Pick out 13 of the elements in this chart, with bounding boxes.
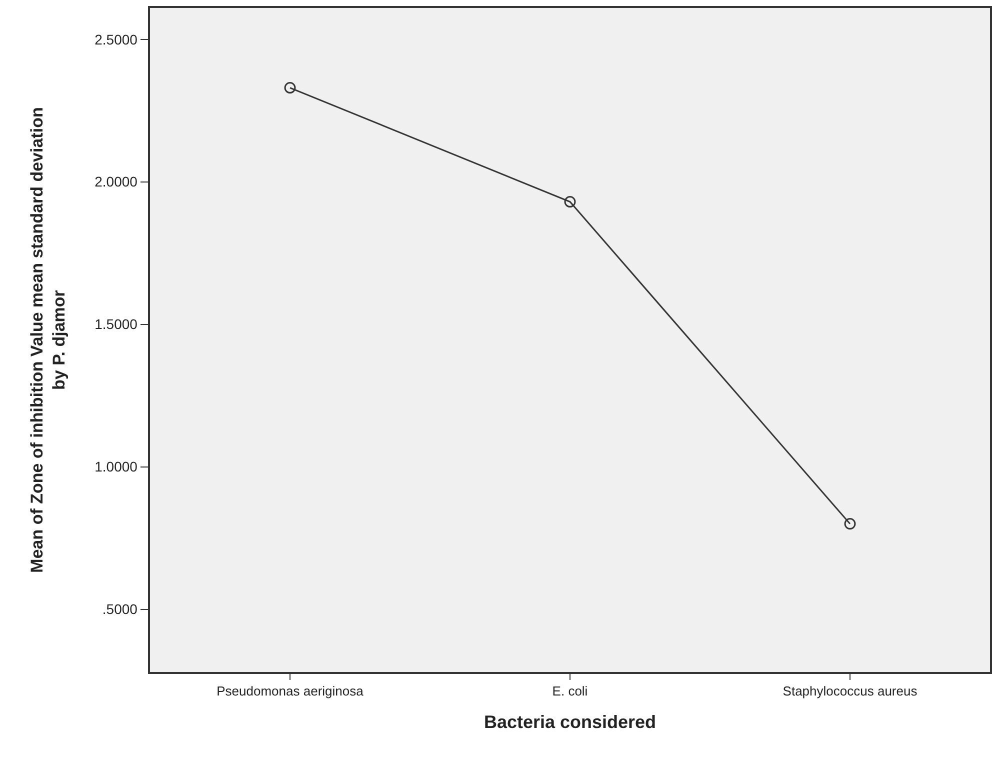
x-axis-title: Bacteria considered xyxy=(484,712,656,732)
y-tick-label: 1.0000 xyxy=(94,458,138,475)
point xyxy=(284,82,296,94)
y-axis-title: Mean of Zone of inhibition Value mean standard deviation by P. djamor xyxy=(28,107,69,573)
y-tick-label: 2.0000 xyxy=(94,174,138,190)
x-tick-label: Pseudomonas aeriginosa xyxy=(216,683,364,698)
y-tick-label: .5000 xyxy=(102,601,138,618)
x-tick-label: Staphylococcus aureus xyxy=(782,683,918,698)
point xyxy=(844,518,856,530)
y-tick-label: 1.5000 xyxy=(94,316,138,332)
x-tick-label: E. coli xyxy=(552,683,588,698)
y-tick-label: 2.5000 xyxy=(94,31,138,48)
point xyxy=(564,196,576,208)
